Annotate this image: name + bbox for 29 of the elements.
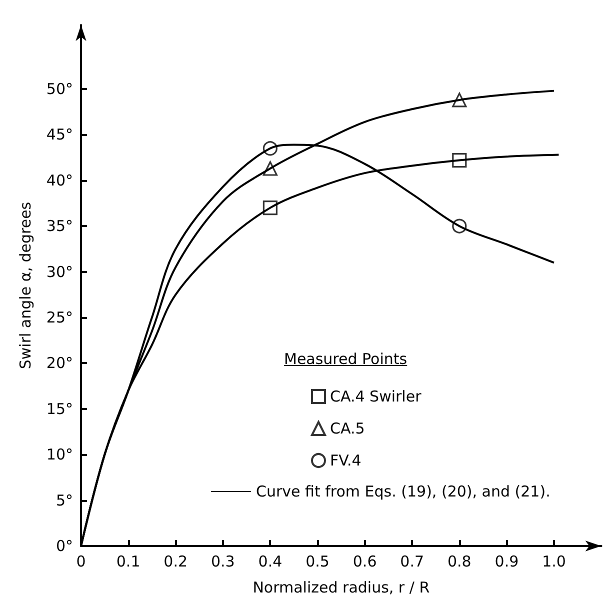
- legend-title: Measured Points: [284, 350, 408, 368]
- y-tick-label: 45°: [46, 126, 73, 144]
- x-axis-title: Normalized radius, r / R: [252, 578, 430, 596]
- x-tick-label: 0.6: [352, 552, 377, 570]
- x-tick-label: 0.7: [400, 552, 424, 570]
- legend-label: FV.4: [330, 452, 362, 470]
- x-tick-label: 0.5: [306, 552, 330, 570]
- y-axis-title: Swirl angle α, degrees: [16, 202, 34, 370]
- x-tick-label: 0.4: [258, 552, 282, 570]
- y-tick-label: 10°: [46, 446, 73, 464]
- y-tick-label: 15°: [46, 400, 73, 418]
- x-tick-label: 0.9: [494, 552, 519, 570]
- y-tick-label: 40°: [46, 171, 73, 190]
- x-tick-label: 0.3: [210, 552, 235, 570]
- x-tick-label: 0.1: [116, 552, 140, 570]
- legend-label: CA.4 Swirler: [330, 388, 422, 406]
- y-tick-label: 25°: [46, 308, 73, 326]
- y-tick-label: 20°: [46, 354, 73, 372]
- legend-label: CA.5: [330, 420, 365, 438]
- y-tick-label: 50°: [46, 80, 73, 98]
- y-tick-label: 35°: [46, 217, 73, 236]
- y-tick-label: 5°: [56, 491, 73, 510]
- y-tick-label: 30°: [46, 262, 73, 281]
- x-tick-label: 0: [76, 552, 86, 570]
- y-tick-label: 0°: [56, 537, 73, 555]
- x-tick-label: 0.8: [447, 552, 472, 570]
- legend-label: Curve fit from Eqs. (19), (20), and (21).: [256, 482, 550, 500]
- x-tick-label: 0.2: [164, 552, 188, 570]
- x-tick-label: 1.0: [542, 552, 566, 570]
